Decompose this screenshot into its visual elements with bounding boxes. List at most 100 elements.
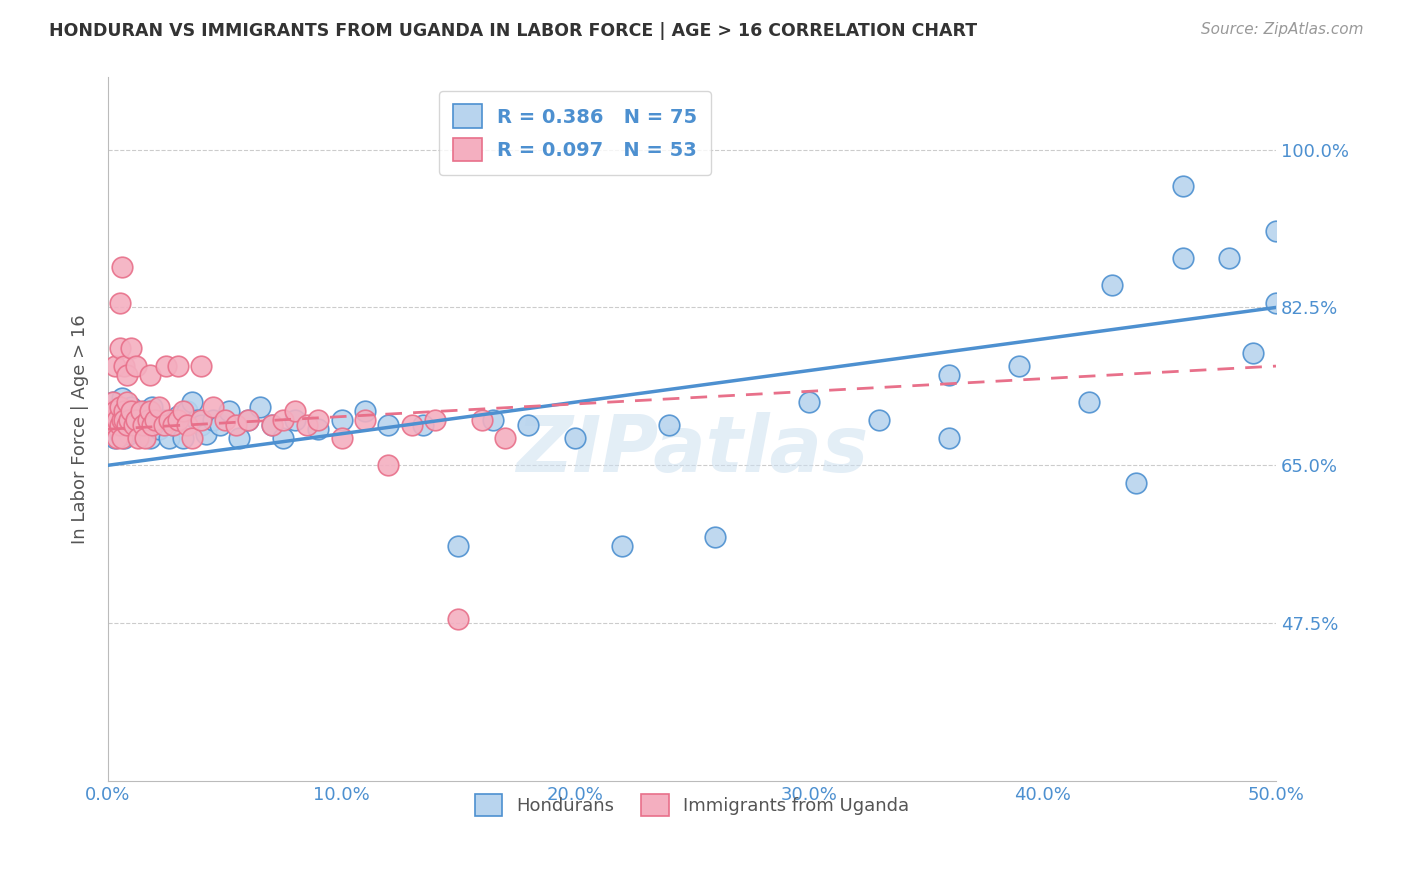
Point	[132, 413, 155, 427]
Point	[1078, 395, 1101, 409]
Point	[136, 417, 159, 432]
Point	[108, 296, 131, 310]
Point	[111, 413, 134, 427]
Point	[101, 395, 124, 409]
Point	[108, 426, 131, 441]
Point	[101, 422, 124, 436]
Point	[129, 426, 152, 441]
Point	[112, 431, 135, 445]
Point	[139, 368, 162, 383]
Point	[307, 422, 329, 436]
Point	[118, 426, 141, 441]
Point	[134, 404, 156, 418]
Point	[176, 404, 198, 418]
Point	[330, 413, 353, 427]
Point	[284, 404, 307, 418]
Point	[494, 431, 516, 445]
Point	[214, 413, 236, 427]
Point	[155, 359, 177, 373]
Point	[938, 368, 960, 383]
Point	[236, 413, 259, 427]
Point	[423, 413, 446, 427]
Point	[284, 413, 307, 427]
Point	[104, 359, 127, 373]
Point	[167, 413, 190, 427]
Point	[1008, 359, 1031, 373]
Point	[172, 431, 194, 445]
Point	[127, 431, 149, 445]
Point	[1171, 251, 1194, 265]
Point	[104, 417, 127, 432]
Point	[377, 458, 399, 473]
Point	[139, 431, 162, 445]
Point	[115, 368, 138, 383]
Point	[108, 400, 131, 414]
Point	[143, 413, 166, 427]
Text: HONDURAN VS IMMIGRANTS FROM UGANDA IN LABOR FORCE | AGE > 16 CORRELATION CHART: HONDURAN VS IMMIGRANTS FROM UGANDA IN LA…	[49, 22, 977, 40]
Point	[153, 413, 176, 427]
Point	[236, 413, 259, 427]
Point	[108, 400, 131, 414]
Point	[564, 431, 586, 445]
Point	[111, 413, 134, 427]
Point	[134, 431, 156, 445]
Point	[1125, 476, 1147, 491]
Point	[447, 540, 470, 554]
Point	[704, 531, 727, 545]
Point	[148, 422, 170, 436]
Point	[101, 413, 124, 427]
Point	[202, 413, 225, 427]
Y-axis label: In Labor Force | Age > 16: In Labor Force | Age > 16	[72, 314, 89, 544]
Point	[167, 409, 190, 423]
Point	[129, 404, 152, 418]
Point	[111, 391, 134, 405]
Point	[181, 431, 204, 445]
Point	[112, 417, 135, 432]
Point	[118, 413, 141, 427]
Point	[115, 395, 138, 409]
Point	[125, 413, 148, 427]
Point	[330, 431, 353, 445]
Point	[136, 413, 159, 427]
Point	[108, 417, 131, 432]
Point	[120, 404, 142, 418]
Point	[141, 400, 163, 414]
Point	[115, 422, 138, 436]
Point	[101, 395, 124, 409]
Point	[162, 417, 184, 432]
Point	[105, 413, 128, 427]
Point	[105, 409, 128, 423]
Point	[307, 413, 329, 427]
Point	[153, 417, 176, 432]
Text: ZIPatlas: ZIPatlas	[516, 412, 868, 488]
Point	[125, 359, 148, 373]
Point	[118, 413, 141, 427]
Point	[354, 404, 377, 418]
Point	[141, 417, 163, 432]
Point	[1218, 251, 1240, 265]
Point	[190, 413, 212, 427]
Point	[1265, 296, 1288, 310]
Point	[120, 341, 142, 355]
Point	[148, 400, 170, 414]
Point	[127, 417, 149, 432]
Point	[104, 404, 127, 418]
Point	[112, 404, 135, 418]
Point	[202, 400, 225, 414]
Point	[938, 431, 960, 445]
Point	[295, 417, 318, 432]
Point	[143, 413, 166, 427]
Point	[105, 431, 128, 445]
Point	[104, 404, 127, 418]
Point	[401, 417, 423, 432]
Point	[1171, 178, 1194, 193]
Point	[209, 417, 232, 432]
Point	[249, 400, 271, 414]
Point	[186, 413, 208, 427]
Point	[176, 417, 198, 432]
Point	[412, 417, 434, 432]
Point	[122, 417, 145, 432]
Point	[271, 413, 294, 427]
Point	[190, 359, 212, 373]
Point	[1241, 345, 1264, 359]
